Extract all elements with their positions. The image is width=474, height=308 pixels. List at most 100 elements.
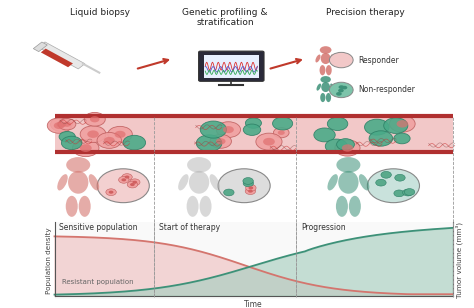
Circle shape bbox=[97, 169, 149, 203]
Circle shape bbox=[129, 179, 140, 186]
Circle shape bbox=[63, 122, 71, 127]
Text: Population density: Population density bbox=[46, 227, 52, 294]
Ellipse shape bbox=[321, 82, 330, 92]
Circle shape bbox=[51, 117, 72, 132]
Circle shape bbox=[54, 122, 64, 129]
Bar bbox=[55, 222, 453, 299]
Circle shape bbox=[328, 117, 348, 131]
Circle shape bbox=[338, 85, 344, 89]
Circle shape bbox=[395, 174, 405, 181]
Circle shape bbox=[394, 190, 404, 197]
Circle shape bbox=[224, 189, 234, 196]
Text: Precision therapy: Precision therapy bbox=[326, 8, 404, 17]
Circle shape bbox=[337, 157, 360, 173]
Ellipse shape bbox=[319, 65, 326, 75]
Circle shape bbox=[369, 131, 392, 146]
Circle shape bbox=[383, 118, 408, 133]
Circle shape bbox=[248, 186, 253, 189]
Circle shape bbox=[367, 169, 419, 203]
Circle shape bbox=[342, 86, 347, 89]
Circle shape bbox=[66, 157, 90, 173]
Circle shape bbox=[325, 139, 347, 153]
Circle shape bbox=[342, 144, 353, 152]
Circle shape bbox=[397, 120, 408, 128]
Bar bbox=[55, 116, 453, 152]
Circle shape bbox=[338, 89, 344, 92]
Ellipse shape bbox=[89, 174, 99, 190]
Ellipse shape bbox=[326, 65, 332, 75]
Circle shape bbox=[106, 189, 116, 196]
Circle shape bbox=[59, 132, 75, 142]
Circle shape bbox=[273, 117, 292, 130]
Circle shape bbox=[320, 76, 331, 83]
Ellipse shape bbox=[331, 55, 336, 63]
Circle shape bbox=[62, 136, 82, 150]
Circle shape bbox=[320, 46, 331, 54]
Circle shape bbox=[118, 176, 129, 183]
Ellipse shape bbox=[210, 174, 220, 190]
Text: Progression: Progression bbox=[301, 223, 346, 232]
Circle shape bbox=[122, 174, 132, 180]
Circle shape bbox=[243, 124, 261, 136]
Circle shape bbox=[56, 121, 66, 128]
Circle shape bbox=[127, 181, 137, 188]
Circle shape bbox=[125, 176, 129, 179]
Circle shape bbox=[390, 116, 415, 132]
Circle shape bbox=[80, 126, 106, 143]
Circle shape bbox=[314, 128, 335, 142]
Circle shape bbox=[47, 118, 71, 133]
Ellipse shape bbox=[315, 55, 320, 63]
Circle shape bbox=[337, 139, 355, 150]
Ellipse shape bbox=[328, 174, 338, 190]
Text: Time: Time bbox=[244, 300, 263, 308]
Text: Responder: Responder bbox=[358, 55, 399, 65]
Text: Tumor volume (mm³): Tumor volume (mm³) bbox=[455, 222, 463, 298]
Circle shape bbox=[263, 138, 275, 145]
Circle shape bbox=[80, 144, 91, 152]
Ellipse shape bbox=[326, 93, 331, 102]
Text: Non-responder: Non-responder bbox=[358, 85, 415, 95]
Circle shape bbox=[97, 132, 121, 148]
Circle shape bbox=[200, 121, 227, 138]
Circle shape bbox=[121, 178, 126, 181]
Ellipse shape bbox=[336, 196, 348, 217]
Circle shape bbox=[256, 133, 282, 150]
Circle shape bbox=[223, 126, 234, 133]
Ellipse shape bbox=[320, 93, 326, 102]
Circle shape bbox=[336, 92, 342, 96]
Circle shape bbox=[376, 179, 386, 186]
Ellipse shape bbox=[330, 83, 335, 91]
Circle shape bbox=[123, 135, 146, 150]
Circle shape bbox=[90, 116, 100, 122]
Ellipse shape bbox=[178, 174, 189, 190]
Circle shape bbox=[329, 52, 353, 68]
Circle shape bbox=[335, 140, 360, 156]
Circle shape bbox=[402, 189, 413, 196]
Circle shape bbox=[365, 119, 389, 135]
Ellipse shape bbox=[68, 171, 88, 194]
Circle shape bbox=[278, 130, 285, 135]
Circle shape bbox=[58, 119, 76, 130]
Ellipse shape bbox=[317, 83, 321, 91]
Text: Sensitive population: Sensitive population bbox=[59, 223, 138, 232]
Ellipse shape bbox=[200, 196, 211, 217]
Circle shape bbox=[218, 169, 270, 203]
Circle shape bbox=[329, 82, 353, 98]
Circle shape bbox=[87, 130, 99, 138]
Circle shape bbox=[216, 122, 240, 137]
Circle shape bbox=[108, 126, 132, 142]
Ellipse shape bbox=[187, 196, 199, 217]
Circle shape bbox=[243, 180, 254, 187]
Circle shape bbox=[187, 157, 211, 173]
Circle shape bbox=[115, 131, 126, 138]
Polygon shape bbox=[41, 49, 73, 67]
Ellipse shape bbox=[321, 53, 330, 64]
Circle shape bbox=[104, 137, 115, 144]
Circle shape bbox=[73, 140, 99, 157]
Bar bbox=[204, 55, 259, 78]
Circle shape bbox=[248, 190, 253, 193]
Text: Start of therapy: Start of therapy bbox=[159, 223, 220, 232]
Ellipse shape bbox=[79, 196, 91, 217]
Circle shape bbox=[132, 181, 137, 184]
Text: Genetic profiling &
stratification: Genetic profiling & stratification bbox=[182, 8, 268, 27]
